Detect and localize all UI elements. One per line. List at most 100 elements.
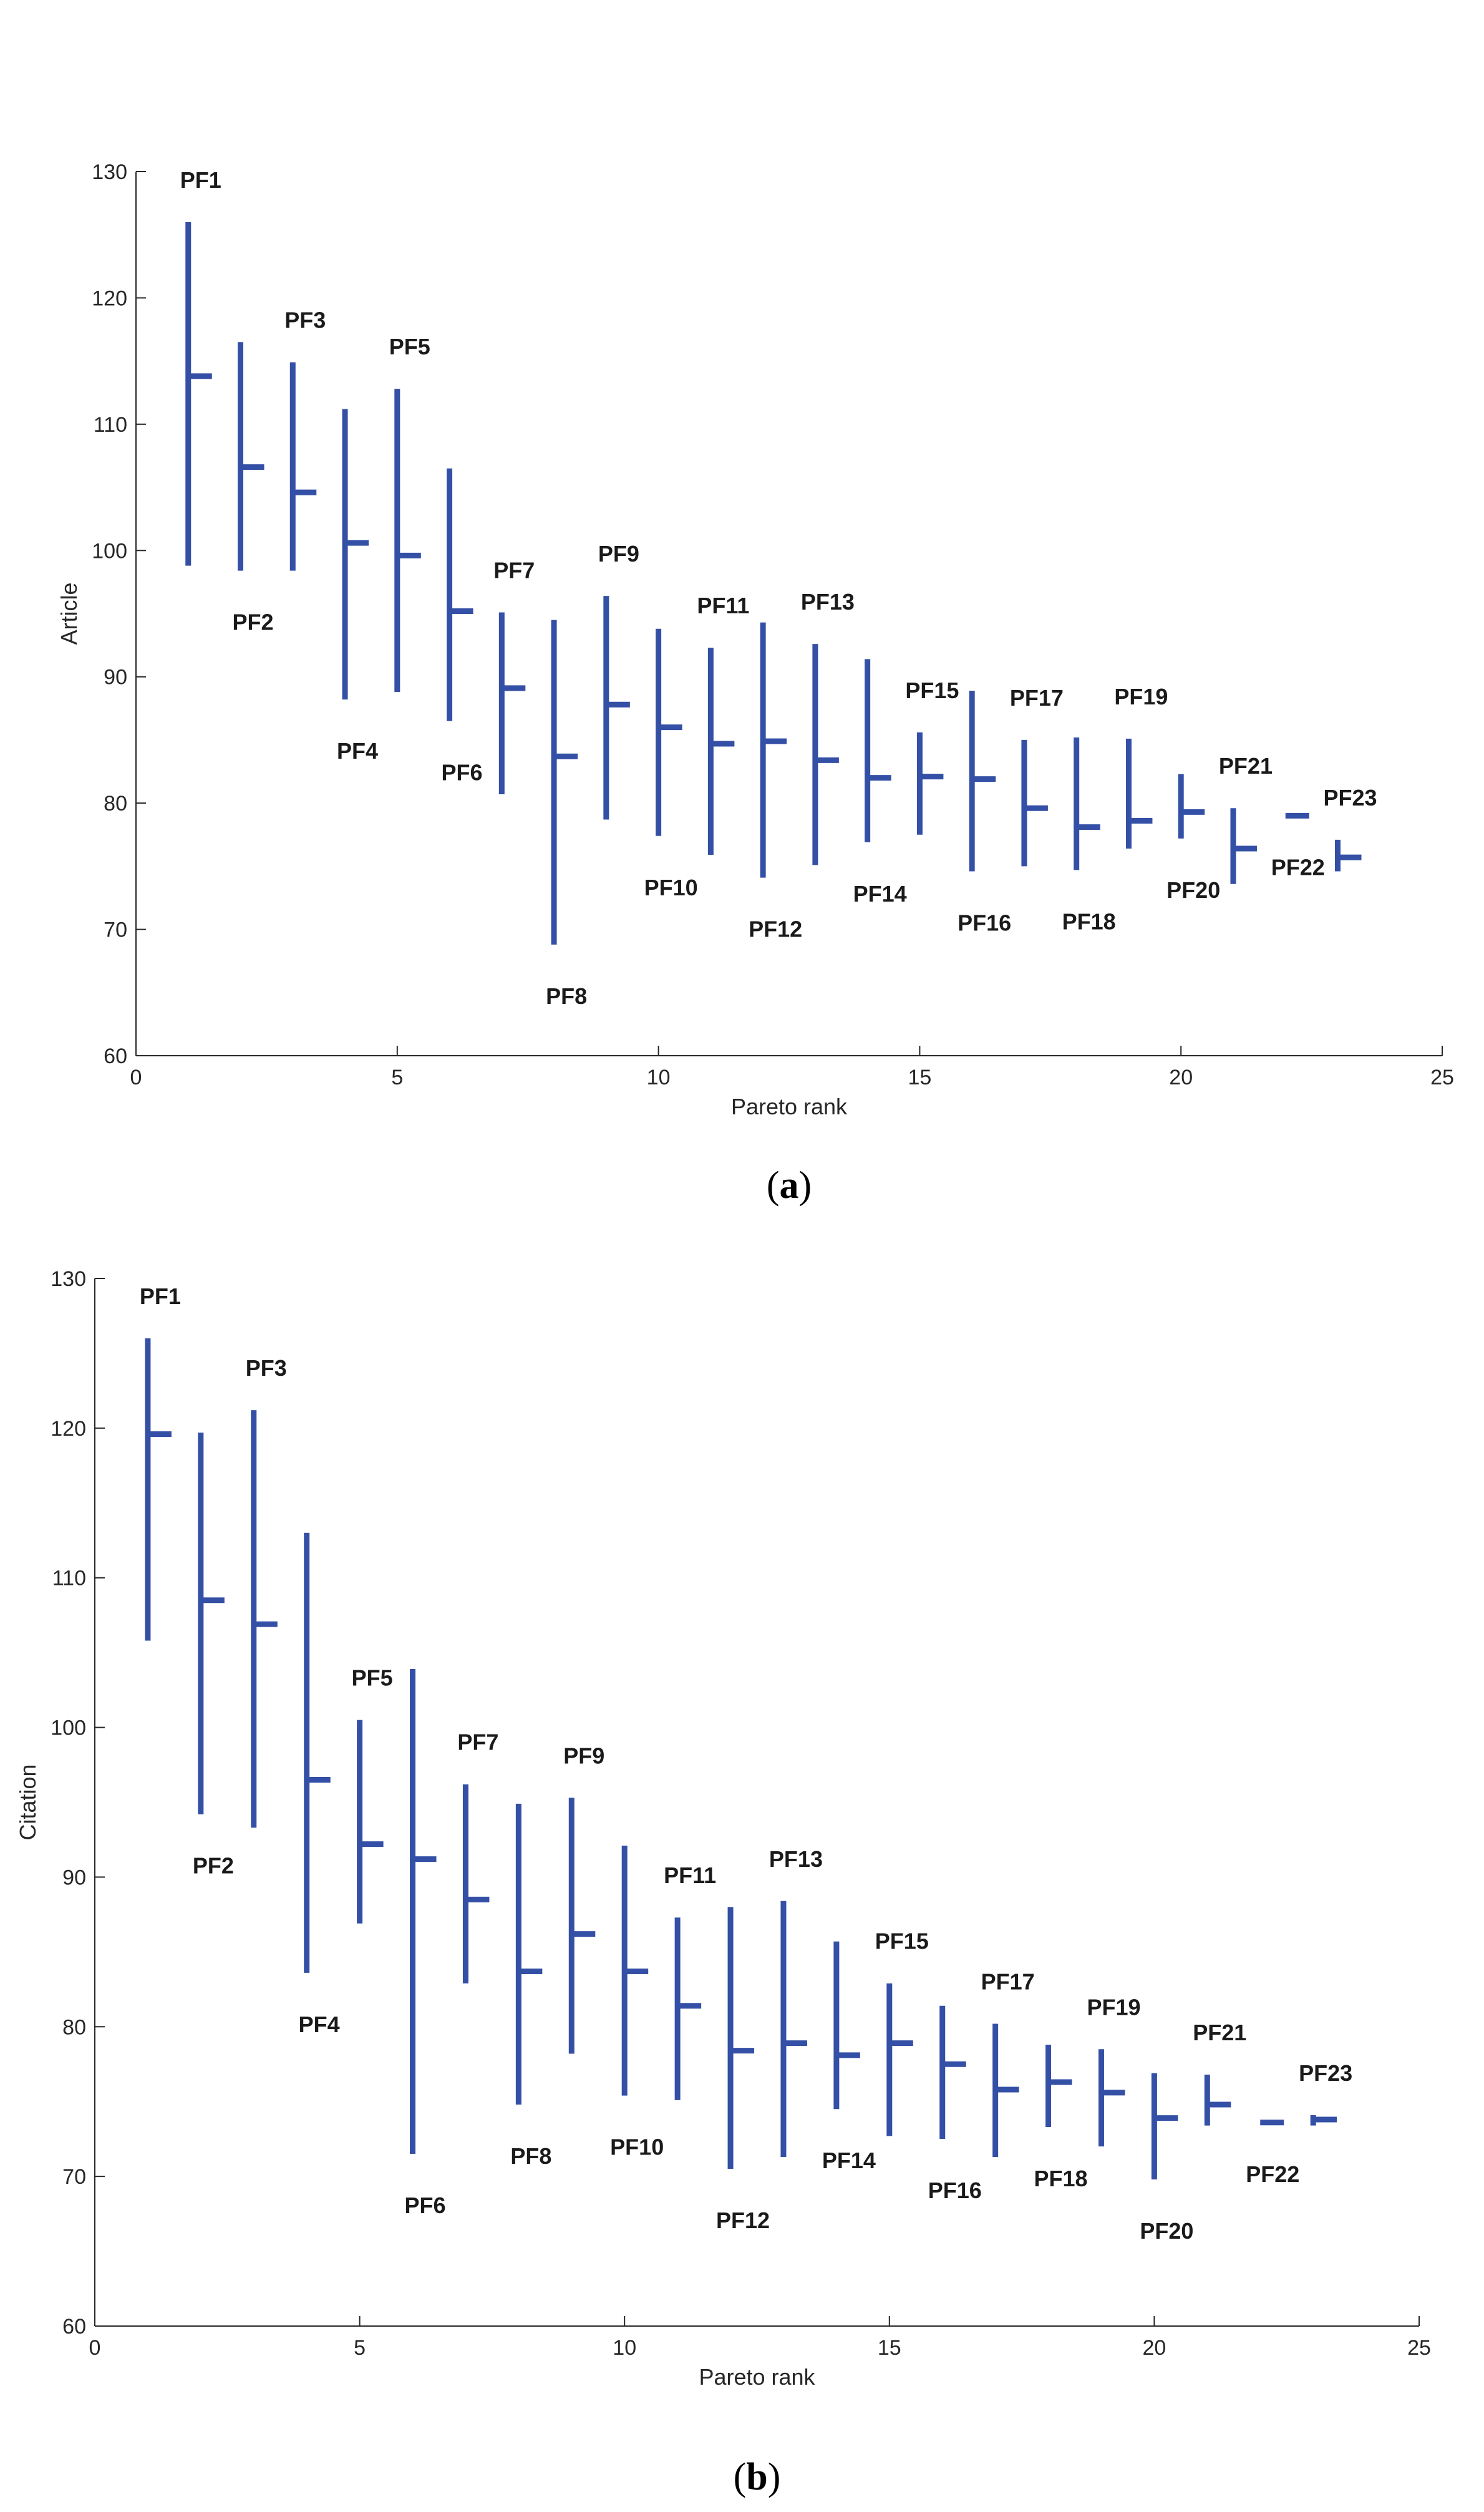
caption-letter: b	[746, 2456, 767, 2498]
figure-caption: (b)	[734, 2456, 781, 2498]
pf-label: PF23	[1323, 785, 1377, 811]
range-bar-pf11	[707, 648, 735, 855]
x-tick-label: 15	[878, 2336, 901, 2360]
y-tick-label: 110	[52, 1567, 86, 1590]
x-tick-label: 20	[1169, 1066, 1193, 1089]
y-tick-label: 100	[51, 1716, 86, 1740]
range-bar-pf3	[251, 1410, 278, 1828]
y-tick-label: 60	[104, 1044, 127, 1068]
pf-label: PF11	[697, 593, 749, 618]
pf-label: PF3	[284, 308, 326, 333]
pf-label: PF9	[598, 541, 639, 567]
pf-label: PF9	[563, 1743, 604, 1768]
pf-label: PF12	[716, 2208, 770, 2233]
y-tick-label: 120	[92, 286, 127, 310]
x-tick-label: 25	[1407, 2336, 1431, 2360]
range-bar-pf18	[1074, 737, 1100, 870]
y-tick-label: 100	[92, 539, 127, 563]
pf-label: PF21	[1219, 753, 1273, 779]
y-tick-label: 70	[62, 2165, 86, 2189]
range-bar-pf10	[656, 628, 682, 836]
pf-label: PF21	[1193, 2020, 1246, 2045]
pf-label: PF6	[442, 760, 483, 786]
range-bar-pf6	[447, 468, 473, 721]
y-tick-label: 130	[92, 160, 127, 184]
x-axis-label: Pareto rank	[699, 2364, 815, 2390]
pf-label: PF10	[610, 2135, 664, 2160]
x-tick-label: 5	[354, 2336, 366, 2360]
x-axis-label: Pareto rank	[731, 1094, 848, 1119]
range-bar-pf13	[780, 1901, 807, 2157]
pf-label: PF22	[1246, 2161, 1299, 2187]
pf-label: PF19	[1114, 684, 1168, 709]
figure-caption: (a)	[767, 1164, 812, 1207]
range-bar-pf17	[1021, 739, 1048, 867]
pf-label: PF3	[246, 1355, 287, 1381]
pf-label: PF15	[905, 678, 959, 703]
caption-open: (	[734, 2456, 747, 2498]
range-bar-pf20	[1151, 2073, 1178, 2179]
caption-open: (	[767, 1164, 780, 1207]
pf-label: PF8	[510, 2143, 551, 2169]
pf-label: PF20	[1140, 2218, 1193, 2244]
pf-label: PF16	[958, 910, 1011, 935]
pf-label: PF14	[822, 2148, 876, 2173]
x-tick-label: 0	[130, 1066, 142, 1089]
y-tick-label: 80	[104, 792, 127, 815]
y-tick-label: 130	[51, 1267, 86, 1291]
pf-label: PF18	[1062, 908, 1116, 934]
range-bar-pf19	[1125, 738, 1153, 849]
y-tick-label: 70	[104, 918, 127, 942]
range-bar-pf23	[1334, 839, 1362, 872]
range-bar-pf14	[865, 659, 891, 842]
pf-label: PF6	[405, 2193, 446, 2218]
pf-label: PF1	[180, 167, 221, 193]
range-bar-pf7	[498, 612, 526, 794]
range-bar-pf19	[1098, 2049, 1125, 2147]
pf-label: PF16	[928, 2178, 982, 2203]
pf-label: PF2	[233, 610, 274, 635]
caption-close: )	[799, 1164, 812, 1207]
range-bar-pf15	[916, 732, 944, 835]
pf-label: PF23	[1299, 2060, 1352, 2086]
y-tick-label: 90	[62, 1866, 86, 1889]
range-bar-pf2	[238, 342, 264, 571]
range-bar-pf8	[551, 620, 578, 945]
y-tick-label: 110	[94, 413, 127, 437]
pf-label: PF17	[981, 1969, 1035, 1994]
range-bar-pf9	[568, 1798, 596, 2054]
range-bar-pf12	[760, 622, 787, 878]
x-tick-label: 25	[1430, 1066, 1454, 1089]
range-bar-pf17	[992, 2023, 1019, 2157]
range-bar-pf5	[394, 389, 421, 693]
range-bar-pf10	[621, 1846, 649, 2096]
range-bar-pf14	[833, 1941, 860, 2110]
pf-label: PF5	[352, 1665, 393, 1691]
pf-label: PF20	[1166, 877, 1220, 903]
x-tick-label: 5	[391, 1066, 403, 1089]
y-tick-label: 120	[51, 1417, 86, 1441]
range-bar-pf2	[198, 1433, 225, 1814]
range-bar-pf4	[304, 1532, 331, 1973]
pf-label: PF18	[1034, 2166, 1088, 2191]
caption-letter: a	[780, 1164, 799, 1207]
range-bar-pf15	[886, 1983, 913, 2136]
pf-label: PF4	[337, 738, 378, 764]
range-bar-pf4	[342, 409, 369, 700]
x-tick-label: 10	[613, 2336, 636, 2360]
range-bar-pf1	[185, 222, 212, 566]
y-tick-label: 80	[62, 2015, 86, 2039]
pf-label: PF7	[457, 1730, 498, 1755]
pf-label: PF12	[749, 917, 802, 942]
range-bar-pf6	[410, 1669, 437, 2154]
range-bar-pf16	[939, 2005, 966, 2140]
y-tick-label: 60	[62, 2315, 86, 2339]
pf-label: PF5	[389, 334, 430, 359]
y-axis-label: Article	[56, 582, 82, 645]
range-bar-pf13	[812, 644, 839, 865]
pf-label: PF17	[1010, 685, 1064, 711]
range-bar-pf23	[1310, 2115, 1337, 2126]
pf-label: PF10	[644, 875, 698, 900]
y-axis-label: Citation	[15, 1764, 41, 1840]
pf-label: PF2	[193, 1853, 234, 1879]
